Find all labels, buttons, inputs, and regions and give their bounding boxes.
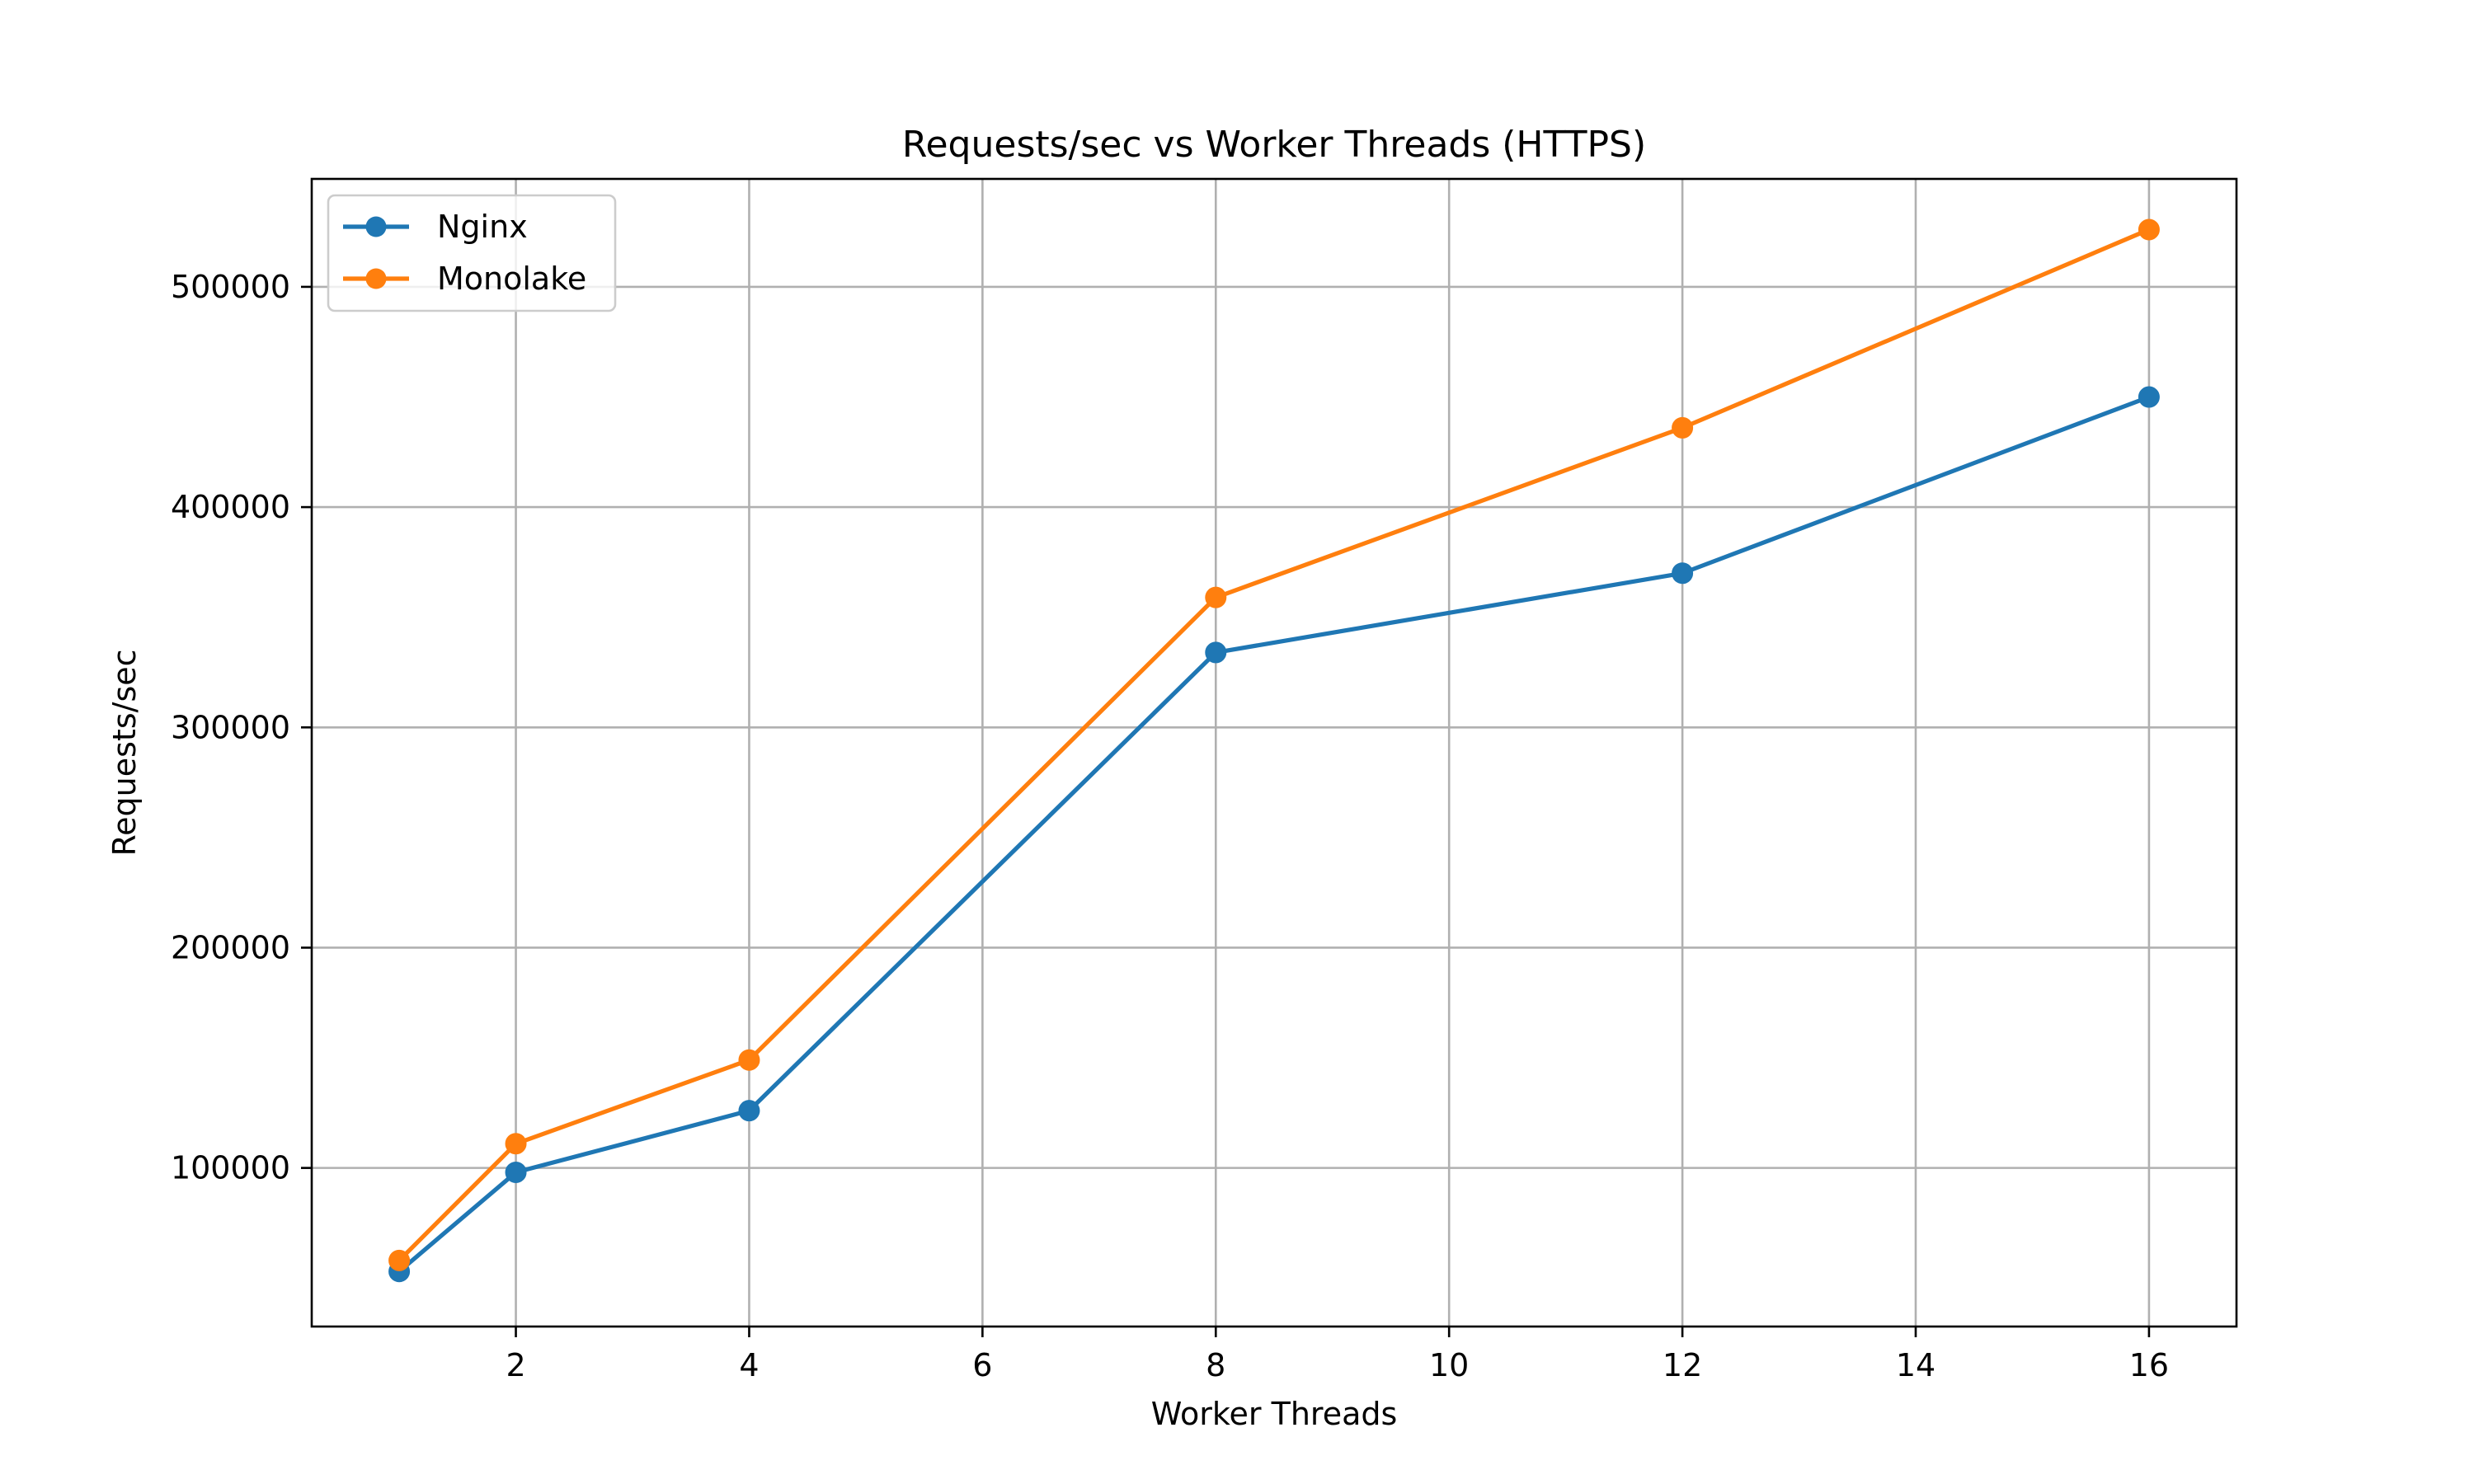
- x-tick-label: 6: [972, 1347, 992, 1383]
- y-axis-ticks: 100000 200000 300000 400000 500000: [171, 269, 312, 1186]
- data-point: [2138, 218, 2160, 241]
- data-point: [505, 1133, 527, 1155]
- x-tick-label: 8: [1206, 1347, 1225, 1383]
- y-tick-label: 500000: [171, 269, 290, 305]
- data-point: [1672, 562, 1694, 585]
- x-tick-label: 10: [1429, 1347, 1469, 1383]
- legend-label: Nginx: [437, 209, 528, 245]
- data-point: [738, 1100, 760, 1122]
- legend-marker: [365, 268, 387, 289]
- x-tick-label: 4: [739, 1347, 759, 1383]
- grid-lines: [312, 179, 2236, 1327]
- series-line: [397, 395, 2150, 1274]
- data-point: [1205, 586, 1227, 608]
- x-axis-ticks: 2 4 6 8 10 12 14 16: [506, 1327, 2169, 1383]
- legend: Nginx Monolake: [327, 194, 617, 312]
- data-point: [738, 1049, 760, 1071]
- x-tick-label: 12: [1663, 1347, 1702, 1383]
- x-tick-label: 2: [506, 1347, 525, 1383]
- series-layer: [388, 218, 2160, 1283]
- y-tick-label: 400000: [171, 489, 290, 525]
- legend-entry-nginx: Nginx: [343, 209, 528, 245]
- y-tick-label: 200000: [171, 929, 290, 965]
- data-point: [1205, 641, 1227, 664]
- legend-label: Monolake: [437, 261, 586, 297]
- x-tick-label: 16: [2129, 1347, 2169, 1383]
- data-point: [1672, 416, 1694, 439]
- data-point: [2138, 386, 2160, 408]
- series-monolake: [388, 218, 2160, 1271]
- x-axis-label: Worker Threads: [1151, 1396, 1398, 1432]
- x-tick-label: 14: [1896, 1347, 1935, 1383]
- series-line: [397, 228, 2150, 1262]
- data-point: [388, 1249, 411, 1271]
- y-tick-label: 300000: [171, 709, 290, 745]
- chart-title: Requests/sec vs Worker Threads (HTTPS): [902, 124, 1646, 166]
- legend-entry-monolake: Monolake: [343, 261, 586, 297]
- data-point: [505, 1161, 527, 1183]
- legend-box: [327, 194, 617, 312]
- y-tick-label: 100000: [171, 1150, 290, 1186]
- legend-marker: [365, 216, 387, 237]
- y-axis-label: Requests/sec: [106, 649, 143, 856]
- plot-frame: [310, 177, 2238, 1328]
